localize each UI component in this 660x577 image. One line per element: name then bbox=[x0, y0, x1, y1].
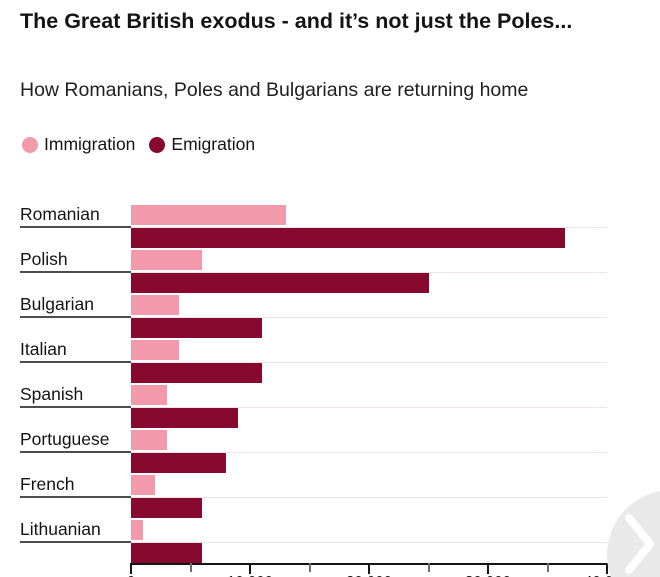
axis-tick bbox=[130, 563, 132, 574]
emigration-bar bbox=[131, 408, 239, 428]
row-underline bbox=[20, 406, 131, 408]
chart-row-french: French bbox=[0, 473, 660, 518]
chart-row-portuguese: Portuguese bbox=[0, 428, 660, 473]
axis-tick bbox=[368, 563, 370, 574]
category-label: Bulgarian bbox=[20, 294, 94, 314]
immigration-bar bbox=[131, 385, 167, 405]
chart-subtitle: How Romanians, Poles and Bulgarians are … bbox=[20, 78, 529, 101]
x-axis-line bbox=[131, 563, 609, 565]
immigration-bar bbox=[131, 475, 155, 495]
category-label: Polish bbox=[20, 249, 68, 269]
axis-tick bbox=[249, 563, 251, 574]
x-axis: 0 10,000 20,000 30,000 40,000 bbox=[0, 563, 660, 577]
axis-tick bbox=[308, 563, 311, 572]
row-gridline bbox=[131, 362, 607, 363]
emigration-bar bbox=[131, 228, 566, 248]
immigration-bar bbox=[131, 295, 179, 315]
row-gridline bbox=[131, 272, 607, 273]
chart-row-romanian: Romanian bbox=[0, 203, 660, 248]
emigration-bar bbox=[131, 363, 262, 383]
emigration-bar bbox=[131, 498, 203, 518]
axis-tick-label: 0 bbox=[127, 573, 135, 577]
axis-tick-label: 30,000 bbox=[465, 573, 511, 577]
row-underline bbox=[20, 451, 131, 453]
row-underline bbox=[20, 226, 131, 228]
row-gridline bbox=[131, 227, 607, 228]
row-underline bbox=[20, 316, 131, 318]
immigration-bar bbox=[131, 205, 286, 225]
legend-item-immigration: Immigration bbox=[22, 134, 135, 155]
immigration-bar bbox=[131, 520, 143, 540]
emigration-bar bbox=[131, 273, 429, 293]
chart-row-bulgarian: Bulgarian bbox=[0, 293, 660, 338]
legend-label-immigration: Immigration bbox=[44, 134, 136, 154]
bar-chart: Romanian Polish Bulgarian Italian Spanish Por… bbox=[0, 203, 660, 563]
row-underline bbox=[20, 496, 131, 498]
row-underline bbox=[20, 271, 131, 273]
legend: Immigration Emigration bbox=[22, 134, 255, 155]
row-gridline bbox=[131, 542, 607, 543]
axis-tick bbox=[189, 563, 192, 572]
emigration-bar bbox=[131, 453, 227, 473]
row-gridline bbox=[131, 452, 607, 453]
axis-tick bbox=[546, 563, 549, 572]
axis-tick-label: 10,000 bbox=[227, 573, 273, 577]
chart-title: The Great British exodus - and it’s not … bbox=[20, 9, 573, 34]
row-gridline bbox=[131, 497, 607, 498]
immigration-swatch-icon bbox=[22, 136, 38, 153]
legend-label-emigration: Emigration bbox=[171, 134, 256, 154]
row-gridline bbox=[131, 317, 607, 318]
immigration-bar bbox=[131, 430, 167, 450]
axis-tick bbox=[487, 563, 489, 574]
immigration-bar bbox=[131, 250, 203, 270]
chart-row-polish: Polish bbox=[0, 248, 660, 293]
axis-tick bbox=[606, 563, 608, 574]
category-label: Lithuanian bbox=[20, 519, 101, 539]
row-underline bbox=[20, 361, 131, 363]
category-label: Portuguese bbox=[20, 429, 110, 449]
axis-tick-label: 40,000 bbox=[584, 573, 630, 577]
emigration-swatch-icon bbox=[149, 136, 166, 153]
axis-tick bbox=[427, 563, 430, 572]
axis-tick-label: 20,000 bbox=[346, 573, 392, 577]
category-label: French bbox=[20, 474, 75, 494]
legend-item-emigration: Emigration bbox=[149, 134, 255, 155]
category-label: Italian bbox=[20, 339, 67, 359]
immigration-bar bbox=[131, 340, 179, 360]
category-label: Spanish bbox=[20, 384, 84, 404]
chart-row-spanish: Spanish bbox=[0, 383, 660, 428]
chart-row-italian: Italian bbox=[0, 338, 660, 383]
emigration-bar bbox=[131, 543, 203, 563]
category-label: Romanian bbox=[20, 204, 100, 224]
emigration-bar bbox=[131, 318, 262, 338]
chart-row-lithuanian: Lithuanian bbox=[0, 518, 660, 563]
row-underline bbox=[20, 541, 131, 543]
row-gridline bbox=[131, 407, 607, 408]
